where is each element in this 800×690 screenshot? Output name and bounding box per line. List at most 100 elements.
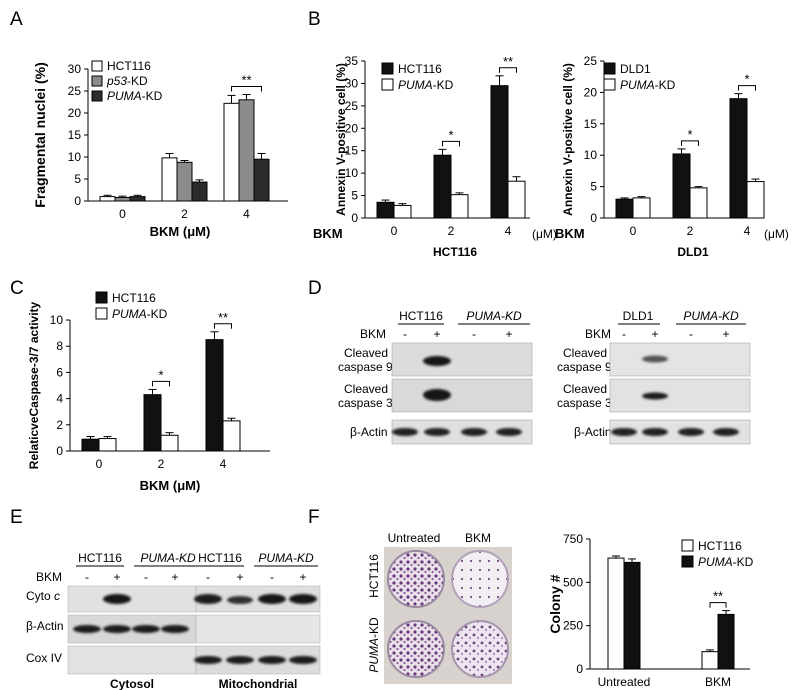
legend-suffix: -KD (127, 74, 148, 88)
blot-band (227, 596, 253, 604)
y-tick-label: 0 (576, 662, 583, 676)
y-tick-label: 5 (74, 172, 81, 186)
legend-swatch (603, 62, 616, 75)
legend-swatch (95, 307, 108, 320)
blot-e-fraction-label: Mitochondrial (219, 677, 298, 690)
y-tick-label: 0 (590, 211, 597, 225)
legend-swatch (95, 291, 108, 304)
blot-band (226, 656, 254, 664)
bar (161, 157, 178, 202)
blot-band (194, 594, 222, 604)
row-label-bkm: BKM (555, 226, 585, 241)
blot-d-right-group2: PUMA-KD (683, 309, 739, 323)
blot-band (289, 594, 317, 604)
colony-plate (451, 620, 509, 678)
legend-label: PUMA-KD (698, 555, 754, 569)
y-tick-label: 0 (74, 194, 81, 208)
x-tick-label: 0 (119, 207, 126, 221)
significance-marker: ** (503, 54, 513, 69)
bar (717, 613, 735, 670)
y-axis-label: Annexin V-positive cell (%) (561, 63, 575, 216)
legend-label: DLD1 (620, 62, 651, 76)
blot-band (423, 356, 451, 366)
blot-d-left: HCT116 PUMA-KD BKM - + - + Cleaved caspa… (338, 309, 533, 445)
significance-marker: * (158, 367, 163, 382)
group-label: DLD1 (677, 245, 709, 259)
colony-plate (387, 620, 445, 678)
legend-italic: PUMA (620, 78, 655, 92)
significance-marker: ** (713, 589, 723, 604)
blot-band (461, 428, 487, 436)
x-tick-label: 2 (687, 224, 694, 238)
bar (376, 201, 395, 219)
blot-d-left-group1: HCT116 (399, 309, 443, 323)
blot-d-lane-sign: - (622, 327, 626, 341)
bar (615, 198, 634, 219)
blot-d-row-label: Cleaved (344, 346, 388, 360)
bar (176, 161, 193, 202)
blot-d-row-label: β-Actin (574, 425, 612, 439)
blot-e-bkm: BKM (36, 570, 62, 584)
x-axis-label: BKM (μM) (140, 478, 201, 493)
bar (129, 196, 146, 202)
blot-strip (195, 614, 321, 644)
x-tick-label: 4 (220, 457, 227, 471)
blot-d-row-label: caspase 9 (338, 360, 393, 374)
x-axis-label-unit: (μM) (173, 478, 200, 493)
bar (191, 181, 208, 202)
significance-marker: ** (241, 73, 251, 88)
blot-band (73, 625, 101, 633)
significance-bracket (681, 140, 699, 146)
blot-d-left-group2: PUMA-KD (466, 309, 522, 323)
x-axis-label-unit: (μM) (183, 224, 210, 239)
chart-c-caspase-activity: 0 2 4 6 8 10 RelaticveCaspase-3/7 activity 0 2 * 4… (27, 291, 270, 493)
legend-label: PUMA-KD (620, 78, 676, 92)
blot-e-lane-signs: - + - + - + - + (85, 570, 307, 584)
y-tick-label: 15 (584, 117, 598, 131)
x-tick-label: 4 (505, 224, 512, 238)
bar (99, 196, 116, 202)
x-tick-label: Untreated (598, 675, 651, 689)
significance-marker: ** (218, 310, 228, 325)
y-tick-label: 20 (584, 85, 598, 99)
blot-band (423, 389, 451, 401)
x-tick-label: BKM (705, 675, 731, 689)
group-label: HCT116 (433, 245, 477, 259)
blot-e-group: PUMA-KD (140, 551, 196, 565)
blot-d-lane-sign: - (689, 327, 693, 341)
y-axis-label: Colony # (547, 574, 563, 633)
blot-strip (609, 378, 751, 413)
blot-e-lane-sign: - (206, 570, 210, 584)
bar (160, 434, 179, 452)
blot-d-row-label: caspase 3 (557, 396, 612, 410)
y-tick-label: 10 (584, 148, 598, 162)
blot-e-group: PUMA-KD (258, 551, 314, 565)
blot-d-lane-sign: + (651, 327, 658, 341)
blot-band (289, 656, 317, 664)
legend-swatch (681, 539, 694, 552)
blot-band (713, 428, 739, 436)
blot-e-row-label: Cyto c (26, 589, 60, 603)
bar (729, 98, 748, 219)
x-tick-label: 0 (391, 224, 398, 238)
significance-marker: * (687, 127, 692, 142)
legend-swatch (381, 62, 394, 75)
y-tick-label: 6 (56, 365, 63, 379)
blot-e-row-label: Cox IV (26, 651, 62, 665)
blot-e-lane-sign: + (299, 570, 306, 584)
panel-letters: A B C D E F (10, 9, 322, 528)
blot-d-row-label: caspase 3 (338, 396, 393, 410)
y-tick-label: 25 (584, 54, 598, 68)
bar (746, 181, 765, 219)
blot-band (161, 625, 189, 633)
y-tick-label: 25 (68, 84, 82, 98)
blot-band (132, 625, 160, 633)
y-axis-label: Fragmental nuclei (%) (32, 62, 48, 207)
blot-band (642, 428, 668, 436)
colony-plates: Untreated BKM HCT116 PUMA-KD (367, 531, 512, 684)
blot-band (258, 656, 286, 664)
colony-row-label: HCT116 (367, 554, 381, 598)
x-axis-label: BKM (μM) (150, 224, 211, 239)
significance-bracket (442, 140, 460, 147)
